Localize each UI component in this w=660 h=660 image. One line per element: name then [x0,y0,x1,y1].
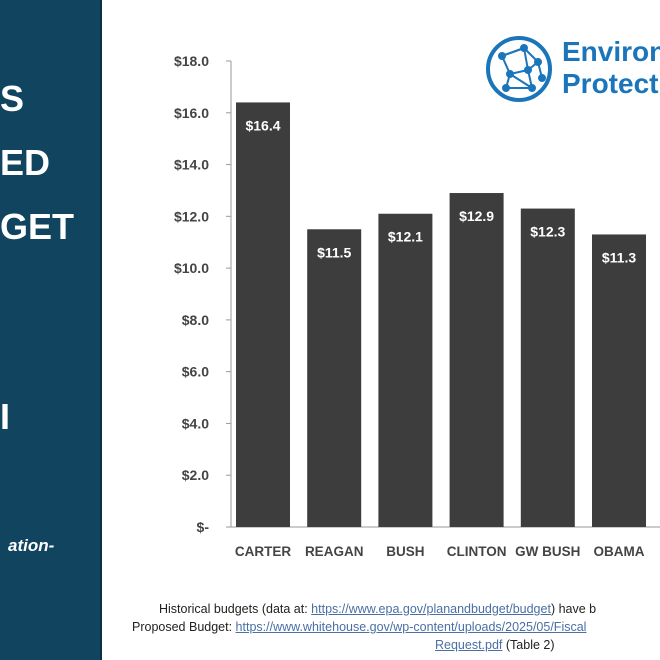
data-label: $12.3 [530,224,565,240]
y-tick-label: $14.0 [174,157,209,173]
y-tick-label: $16.0 [174,105,209,121]
y-tick-label: $8.0 [182,312,209,328]
title-line-1: S [0,78,25,119]
bar [449,193,504,528]
y-tick-label: $- [197,519,210,535]
epa-logo: Environ Protect [484,34,660,106]
bar [520,208,575,528]
x-tick-label: GW BUSH [515,544,580,559]
data-label: $11.3 [602,249,636,265]
y-axis: $- $2.0 $4.0 $6.0 $8.0 $10.0 $12.0 $14.0 $16.0 $1… [174,53,660,535]
bar [307,229,362,527]
x-tick-label: CARTER [235,544,291,559]
budget-bar-chart: $- $2.0 $4.0 $6.0 $8.0 $10.0 $12.0 $14.0 $16.0 $1… [174,53,660,559]
bar [236,102,290,527]
request-pdf-link[interactable]: Request.pdf [435,638,503,652]
data-label: $12.9 [459,208,494,224]
bar [592,234,646,527]
y-tick-label: $2.0 [182,467,209,483]
bar [378,213,433,527]
x-axis: CARTER REAGAN BUSH CLINTON GW BUSH OBAMA [235,544,645,559]
y-tick-label: $10.0 [174,260,209,276]
title-line-3: GET [0,206,75,247]
logo-text-line-1: Environ [562,36,660,67]
epa-budget-link[interactable]: https://www.epa.gov/planandbudget/budget [311,602,551,616]
title-line-4: I [0,396,11,437]
footnote-text-1: Historical budgets (data at: [159,602,312,616]
data-label: $12.1 [388,229,423,245]
data-label: $11.5 [317,244,351,260]
bars: $16.4 $11.5 $12.1 $12.9 $12.3 $11.3 [236,102,646,528]
footnote-tail-1: ) have b [550,602,597,616]
y-tick-label: $4.0 [182,415,209,431]
subtitle-fragment: ation- [8,536,55,555]
footnote-tail-3: (Table 2) [502,638,555,652]
x-tick-label: CLINTON [447,544,507,559]
data-label: $16.4 [245,117,280,133]
footnote-line-3: Request.pdf (Table 2) [435,638,555,652]
title-panel: S ED GET I ation- [0,0,102,660]
footnote-line-1: Historical budgets (data at: https://www… [159,602,596,616]
x-tick-label: BUSH [386,544,424,559]
whitehouse-budget-link[interactable]: https://www.whitehouse.gov/wp-content/up… [235,620,587,634]
footnote-text-2: Proposed Budget: [132,620,236,634]
title-line-2: ED [0,142,51,183]
x-tick-label: REAGAN [305,544,364,559]
x-tick-label: OBAMA [594,544,645,559]
epa-globe-icon [486,36,552,102]
logo-text-line-2: Protect [562,68,659,99]
y-tick-label: $6.0 [182,364,209,380]
y-tick-label: $18.0 [174,53,209,69]
y-tick-label: $12.0 [174,208,209,224]
footnote-line-2: Proposed Budget: https://www.whitehouse.… [132,620,586,634]
